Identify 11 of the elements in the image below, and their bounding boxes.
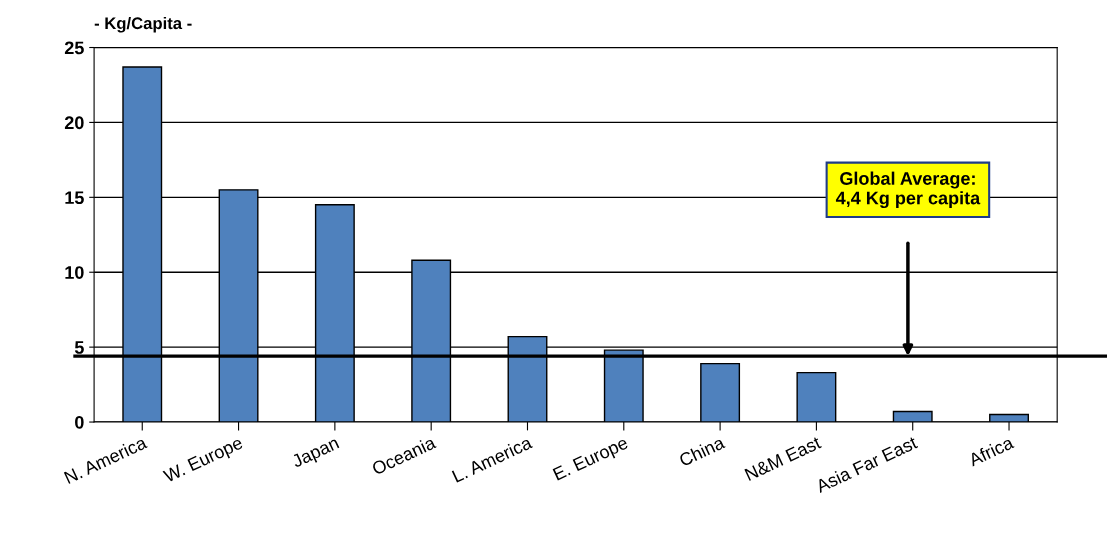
y-tick-label: 0 bbox=[75, 415, 84, 429]
x-tick-label: China bbox=[678, 435, 726, 467]
ref-line-label: Global Average: 4,4 Kg per capita bbox=[835, 171, 981, 209]
y-tick-label: 15 bbox=[65, 191, 84, 205]
y-axis-title: - Kg/Capita - bbox=[94, 16, 192, 33]
y-tick-label: 5 bbox=[74, 341, 84, 354]
x-tick-label: Japan bbox=[290, 436, 341, 472]
y-tick-label: 20 bbox=[64, 116, 84, 130]
y-tick-label: 10 bbox=[65, 266, 84, 279]
x-tick-label: Africa bbox=[967, 435, 1015, 467]
y-tick-label: 25 bbox=[64, 41, 84, 55]
